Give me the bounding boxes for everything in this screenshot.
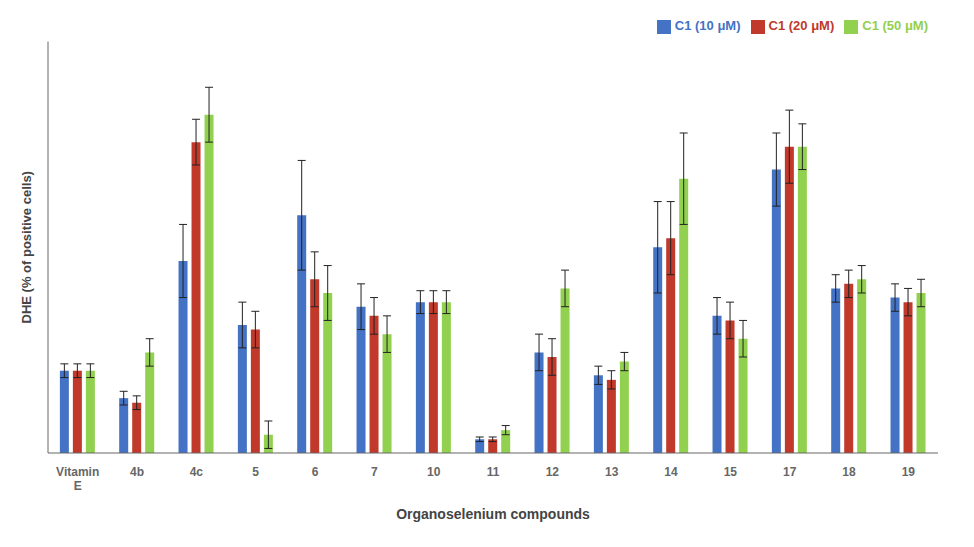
svg-text:Organoselenium compounds: Organoselenium compounds xyxy=(396,506,590,522)
html-text:C1 (50 μM): C1 (50 μM) xyxy=(862,18,928,33)
svg-text:15: 15 xyxy=(724,465,738,479)
svg-text:DHE (% of positive cells): DHE (% of positive cells) xyxy=(19,171,34,323)
svg-text:VitaminE: VitaminE xyxy=(56,465,99,493)
svg-text:5: 5 xyxy=(252,465,259,479)
html-text:C1 (10 μM): C1 (10 μM) xyxy=(674,18,741,33)
svg-text:7: 7 xyxy=(371,465,378,479)
svg-text:10: 10 xyxy=(427,465,441,479)
svg-text:4b: 4b xyxy=(130,465,144,479)
svg-text:12: 12 xyxy=(546,465,560,479)
html-text:C1 (20 μM): C1 (20 μM) xyxy=(768,18,835,33)
svg-text:11: 11 xyxy=(487,465,500,479)
svg-text:14: 14 xyxy=(664,465,678,479)
svg-text:17: 17 xyxy=(783,465,797,479)
svg-text:13: 13 xyxy=(605,465,619,479)
svg-text:19: 19 xyxy=(902,465,916,479)
svg-text:18: 18 xyxy=(842,465,856,479)
svg-text:6: 6 xyxy=(312,465,319,479)
svg-text:4c: 4c xyxy=(190,465,204,479)
